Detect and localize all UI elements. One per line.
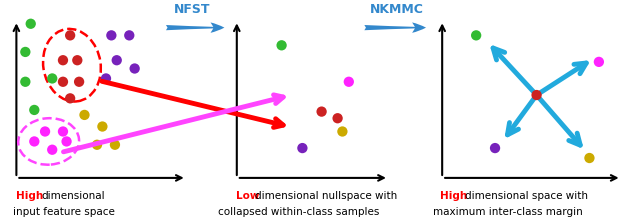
Point [317, 110, 327, 113]
Text: maximum inter-class margin: maximum inter-class margin [433, 207, 582, 217]
Point [276, 44, 287, 47]
Point [110, 143, 120, 147]
Point [29, 140, 40, 143]
Text: input feature space: input feature space [13, 207, 115, 217]
Point [124, 34, 134, 37]
Text: dimensional: dimensional [41, 191, 104, 201]
Text: High: High [440, 191, 468, 201]
Point [594, 60, 604, 64]
Point [101, 77, 111, 80]
Point [26, 22, 36, 26]
Text: collapsed within-class samples: collapsed within-class samples [218, 207, 380, 217]
Point [129, 67, 140, 70]
Point [47, 148, 58, 152]
Text: NFST: NFST [173, 4, 211, 16]
Point [97, 125, 108, 128]
Text: NKMMC: NKMMC [370, 4, 424, 16]
Point [65, 97, 76, 100]
Text: Low: Low [236, 191, 259, 201]
Point [74, 80, 84, 84]
Point [490, 146, 500, 150]
Point [61, 140, 72, 143]
Point [72, 59, 83, 62]
Point [471, 34, 481, 37]
Text: dimensional nullspace with: dimensional nullspace with [255, 191, 397, 201]
Point [531, 93, 541, 97]
Text: High: High [16, 191, 44, 201]
Point [344, 80, 354, 84]
Point [111, 59, 122, 62]
Point [584, 156, 595, 160]
Point [79, 113, 90, 117]
Point [20, 80, 31, 84]
Point [58, 130, 68, 133]
Point [92, 143, 102, 147]
Point [297, 146, 307, 150]
Text: dimensional space with: dimensional space with [465, 191, 588, 201]
Point [58, 59, 68, 62]
Point [47, 77, 58, 80]
Point [333, 116, 343, 120]
Point [40, 130, 50, 133]
Point [106, 34, 116, 37]
Point [337, 130, 348, 133]
Point [58, 80, 68, 84]
Point [20, 50, 31, 54]
Point [29, 108, 40, 112]
Point [65, 34, 76, 37]
